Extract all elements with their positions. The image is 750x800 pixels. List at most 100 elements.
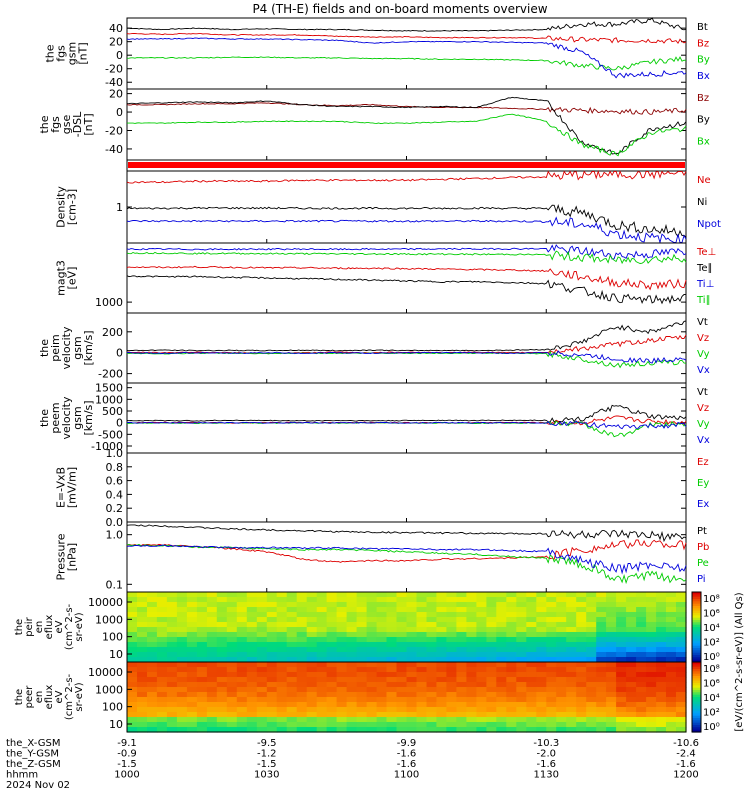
spectrogram-cell [326, 607, 338, 613]
spectrogram-cell [206, 667, 218, 673]
spectrogram-cell [536, 667, 547, 673]
spectrogram-cell [246, 627, 258, 633]
spectrogram-cell [556, 712, 567, 718]
spectrogram-cell [636, 677, 647, 683]
spectrogram-cell [506, 627, 517, 633]
spectrogram-cell [516, 712, 527, 718]
spectrogram-cell [616, 712, 627, 718]
spectrogram-cell [186, 622, 198, 628]
spectrogram-cell [416, 697, 428, 703]
spectrogram-cell [256, 677, 268, 683]
spectrogram-cell [156, 712, 168, 718]
spectrogram-cell [646, 657, 657, 663]
spectrogram-cell [226, 707, 238, 713]
spectrogram-cell [476, 682, 487, 688]
spectrogram-cell [556, 722, 567, 728]
spectrogram-cell [246, 612, 258, 618]
spectrogram-cell [596, 597, 607, 603]
spectrogram-cell [356, 672, 368, 678]
spectrogram-cell [636, 692, 647, 698]
spectrogram-cell [216, 722, 228, 728]
ylabel-line: (cm^2-s- [64, 673, 75, 720]
colorbar-cell [692, 727, 701, 731]
spectrogram-cell [646, 637, 657, 643]
spectrogram-cell [196, 662, 208, 668]
spectrogram-cell [586, 647, 597, 653]
spectrogram-cell [476, 667, 487, 673]
spectrogram-cell [346, 612, 358, 618]
spectrogram-cell [286, 687, 298, 693]
spectrogram-cell [386, 642, 398, 648]
spectrogram-cell [256, 637, 268, 643]
spectrogram-cell [127, 642, 138, 648]
spectrogram-cell [226, 682, 238, 688]
spectrogram-cell [336, 652, 348, 658]
spectrogram-cell [506, 592, 517, 598]
spectrogram-cell [336, 657, 348, 663]
spectrogram-cell [396, 667, 408, 673]
spectrogram-cell [446, 702, 457, 708]
spectrogram-cell [496, 692, 507, 698]
spectrogram-cell [166, 622, 178, 628]
spectrogram-cell [276, 717, 288, 723]
spectrogram-cell [536, 612, 547, 618]
spectrogram-cell [196, 677, 208, 683]
spectrogram-peer: 10000100010010thepeerenefluxeV(cm^2-s-sr… [14, 661, 687, 733]
spectrogram-cell [496, 697, 507, 703]
spectrogram-cell [556, 622, 567, 628]
spectrogram-cell [576, 712, 587, 718]
spectrogram-cell [406, 677, 418, 683]
spectrogram-cell [296, 717, 308, 723]
spectrogram-cell [246, 667, 258, 673]
x-axis-row-label: the_X-GSM [6, 738, 60, 749]
spectrogram-cell [656, 722, 667, 728]
spectrogram-cell [506, 707, 517, 713]
spectrogram-cell [286, 692, 298, 698]
spectrogram-cell [266, 727, 278, 733]
spectrogram-cell [336, 622, 348, 628]
spectrogram-cell [316, 592, 328, 598]
spectrogram-cell [386, 622, 398, 628]
spectrogram-cell [296, 637, 308, 643]
spectrogram-cell [616, 632, 627, 638]
spectrogram-cell [266, 667, 278, 673]
spectrogram-cell [416, 657, 428, 663]
spectrogram-cell [656, 682, 667, 688]
spectrogram-cell [526, 622, 537, 628]
spectrogram-cell [616, 707, 627, 713]
spectrogram-cell [336, 707, 348, 713]
spectrogram-cell [416, 672, 428, 678]
spectrogram-cell [566, 607, 577, 613]
spectrogram-cell [326, 702, 338, 708]
spectrogram-cell [176, 682, 188, 688]
spectrogram-cell [196, 647, 208, 653]
spectrogram-cell [516, 677, 527, 683]
spectrogram-cell [426, 602, 438, 608]
spectrogram-cell [226, 662, 238, 668]
spectrogram-cell [127, 627, 138, 633]
y-tick-label: -200 [98, 368, 123, 381]
spectrogram-cell [147, 702, 158, 708]
spectrogram-cell [216, 692, 228, 698]
spectrogram-cell [147, 642, 158, 648]
spectrogram-cell [446, 692, 457, 698]
spectrogram-cell [576, 682, 587, 688]
spectrogram-cell [286, 592, 298, 598]
spectrogram-cell [186, 727, 198, 733]
colorbar-cell [692, 624, 701, 628]
spectrogram-cell [326, 612, 338, 618]
spectrogram-cell [466, 642, 477, 648]
spectrogram-cell [226, 657, 238, 663]
spectrogram-cell [196, 597, 208, 603]
spectrogram-cell [416, 652, 428, 658]
spectrogram-cell [176, 642, 188, 648]
spectrogram-cell [636, 667, 647, 673]
legend-Npot: Npot [697, 219, 721, 230]
x-axis-value: 1130 [534, 770, 559, 781]
spectrogram-cell [196, 712, 208, 718]
spectrogram-cell [356, 637, 368, 643]
spectrogram-cell [206, 597, 218, 603]
spectrogram-cell [586, 627, 597, 633]
colorbar-cell [692, 699, 701, 703]
spectrogram-cell [346, 592, 358, 598]
